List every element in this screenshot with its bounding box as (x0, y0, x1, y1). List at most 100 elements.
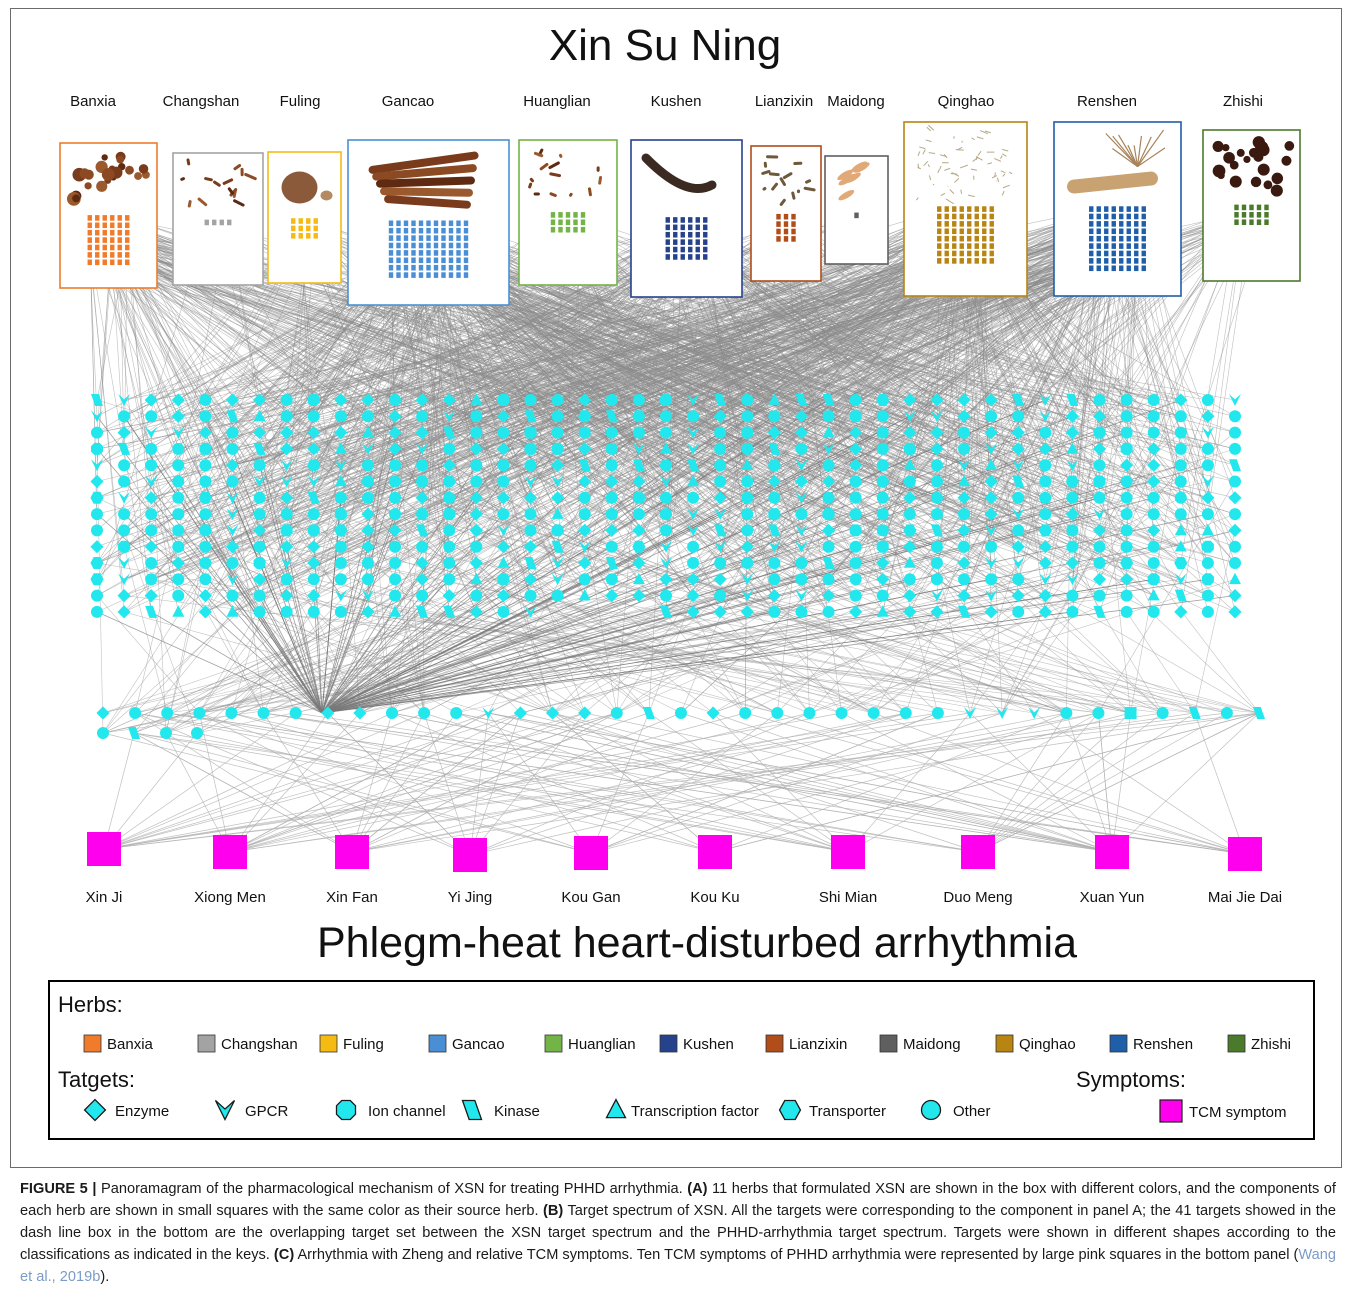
legend-herb-swatch (544, 1034, 563, 1053)
target-node (225, 458, 240, 472)
target-node (1012, 605, 1025, 618)
target-node (876, 426, 889, 439)
herb-component (403, 227, 409, 234)
legend-target-label: Enzyme (115, 1103, 169, 1120)
target-node (171, 556, 185, 570)
herb-component (1249, 212, 1254, 218)
target-node (1229, 508, 1241, 521)
target-node (225, 540, 240, 554)
herb-component (388, 235, 394, 241)
herb-component (95, 252, 100, 258)
herb-component (688, 239, 693, 245)
target-node (416, 589, 429, 602)
target-node (687, 524, 700, 537)
herb-component (125, 229, 130, 236)
target-node (1229, 394, 1241, 406)
target-node (903, 393, 917, 407)
target-node (794, 426, 809, 440)
herb-component (125, 215, 130, 221)
herb-component (463, 227, 469, 234)
herb-component (1119, 206, 1124, 212)
herb-photo (528, 148, 603, 197)
target-node (1147, 557, 1160, 569)
herb-component (558, 219, 563, 226)
target-node (930, 442, 944, 456)
target-node (388, 442, 402, 456)
target-node (524, 524, 537, 537)
legend-herb-label: Huanglian (568, 1036, 636, 1053)
target-node (1147, 491, 1160, 504)
symptom-node (87, 832, 121, 866)
herb-component (456, 250, 461, 256)
herb-component (550, 226, 556, 233)
target-node (1147, 523, 1161, 537)
herb-component (426, 250, 431, 256)
herb-component (974, 250, 979, 257)
caption-text-3: Target spectrum of XSN. All the targets … (20, 1203, 1336, 1263)
herb-component (388, 242, 394, 249)
target-node (443, 524, 456, 537)
caption-text-2: 11 herbs that formulated XSN are shown i… (20, 1181, 1336, 1219)
overlap-target-node (706, 706, 720, 720)
target-node (389, 475, 402, 488)
edge-layer (89, 207, 1267, 856)
target-node (524, 475, 537, 488)
target-node (144, 393, 158, 407)
target-node (551, 507, 564, 519)
target-node (849, 524, 862, 537)
target-node (822, 540, 835, 553)
symptom-label: Xin Ji (86, 889, 123, 906)
target-node (958, 508, 971, 521)
herb-component (1089, 213, 1094, 220)
target-node (1201, 475, 1214, 488)
herb-component (1119, 235, 1124, 242)
herb-component (959, 228, 964, 235)
target-node (416, 459, 429, 472)
legend-herb-swatch (659, 1034, 678, 1053)
target-node (849, 573, 862, 586)
target-node (361, 507, 375, 521)
herb-component (102, 237, 107, 243)
herb-component (426, 257, 431, 264)
herb-component (703, 217, 708, 223)
target-node (415, 475, 429, 488)
herb-component (1241, 212, 1247, 218)
target-node (470, 393, 483, 405)
target-node (1229, 572, 1241, 585)
herb-component (952, 206, 957, 212)
target-node (687, 508, 700, 521)
herb-component (937, 213, 942, 220)
herb-label: Renshen (1077, 93, 1137, 110)
target-node (118, 573, 131, 586)
herb-component (426, 227, 431, 234)
target-node (389, 589, 402, 602)
herb-component (448, 272, 454, 278)
target-node (1147, 573, 1160, 586)
target-node (307, 524, 320, 537)
overlap-target-node (996, 707, 1009, 719)
target-node (252, 572, 267, 586)
herb-component (418, 220, 424, 227)
symptom-label: Mai Jie Dai (1208, 889, 1282, 906)
target-node (1093, 491, 1106, 504)
target-node (1039, 394, 1052, 406)
target-node (1147, 589, 1160, 601)
herb-component (791, 213, 796, 220)
herb-component (125, 222, 130, 229)
target-node (280, 605, 293, 618)
target-node (660, 394, 672, 406)
herb-component (944, 221, 949, 227)
herb-component (1096, 228, 1101, 235)
target-node (1038, 524, 1052, 537)
herb-component (1089, 265, 1094, 272)
herb-component (411, 220, 416, 227)
target-node (1093, 426, 1106, 439)
target-node (1147, 442, 1161, 456)
target-node (1011, 442, 1025, 456)
target-node (660, 459, 672, 472)
herb-component (1234, 212, 1239, 218)
overlap-target-node (610, 707, 623, 719)
herb-component (673, 217, 678, 223)
caption-reference-link[interactable]: Wang et al., 2019b (20, 1247, 1336, 1285)
herb-component (695, 246, 700, 253)
